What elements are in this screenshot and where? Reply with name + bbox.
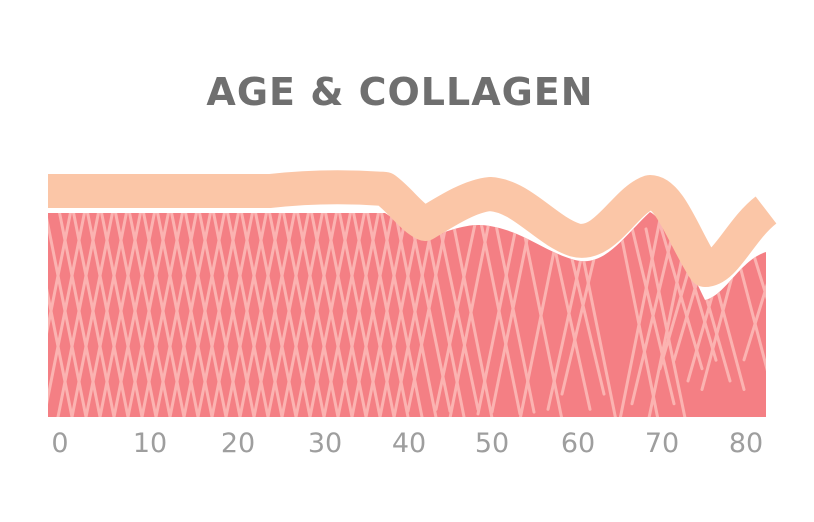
axis-tick-70: 70 <box>645 428 679 459</box>
skin-surface-layer <box>48 170 778 287</box>
axis-tick-20: 20 <box>221 428 255 459</box>
axis-tick-50: 50 <box>475 428 509 459</box>
axis-tick-10: 10 <box>133 428 167 459</box>
dermis-layer <box>48 212 766 417</box>
collagen-fiber <box>616 217 662 417</box>
collagen-fiber <box>434 212 480 411</box>
collagen-fiber <box>786 213 814 407</box>
collagen-fiber <box>630 226 676 406</box>
axis-tick-80: 80 <box>729 428 763 459</box>
collagen-fiber <box>786 213 814 407</box>
collagen-fiber <box>476 212 522 416</box>
axis-tick-0: 0 <box>51 428 68 459</box>
collagen-fiber <box>772 231 814 340</box>
collagen-fiber <box>742 221 766 362</box>
skin-surface-left-edge <box>48 176 56 206</box>
axis-tick-30: 30 <box>308 428 342 459</box>
axis-tick-40: 40 <box>392 428 426 459</box>
collagen-fiber <box>644 227 690 417</box>
age-axis: 0 10 20 30 40 50 60 70 80 <box>51 428 763 459</box>
diagram-title: AGE & COLLAGEN <box>206 70 594 114</box>
axis-tick-60: 60 <box>561 428 595 459</box>
